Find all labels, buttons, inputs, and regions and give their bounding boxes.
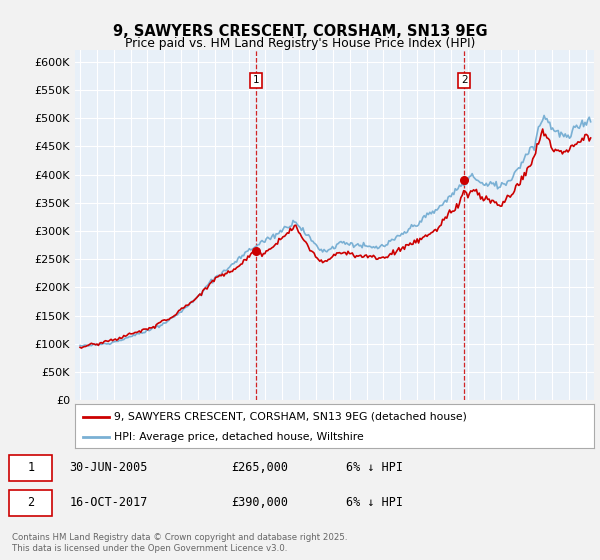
FancyBboxPatch shape: [9, 455, 52, 480]
Text: 16-OCT-2017: 16-OCT-2017: [70, 496, 148, 509]
Text: 2: 2: [28, 496, 35, 509]
Text: 1: 1: [28, 461, 35, 474]
Text: HPI: Average price, detached house, Wiltshire: HPI: Average price, detached house, Wilt…: [114, 432, 364, 442]
Text: 30-JUN-2005: 30-JUN-2005: [70, 461, 148, 474]
Text: 6% ↓ HPI: 6% ↓ HPI: [346, 496, 403, 509]
Text: 9, SAWYERS CRESCENT, CORSHAM, SN13 9EG: 9, SAWYERS CRESCENT, CORSHAM, SN13 9EG: [113, 24, 487, 39]
Text: 2: 2: [461, 75, 467, 85]
Text: 9, SAWYERS CRESCENT, CORSHAM, SN13 9EG (detached house): 9, SAWYERS CRESCENT, CORSHAM, SN13 9EG (…: [114, 412, 467, 422]
Text: £265,000: £265,000: [231, 461, 288, 474]
Text: £390,000: £390,000: [231, 496, 288, 509]
Text: 1: 1: [253, 75, 260, 85]
Text: Contains HM Land Registry data © Crown copyright and database right 2025.
This d: Contains HM Land Registry data © Crown c…: [12, 533, 347, 553]
Text: 6% ↓ HPI: 6% ↓ HPI: [346, 461, 403, 474]
FancyBboxPatch shape: [9, 490, 52, 516]
Text: Price paid vs. HM Land Registry's House Price Index (HPI): Price paid vs. HM Land Registry's House …: [125, 37, 475, 50]
